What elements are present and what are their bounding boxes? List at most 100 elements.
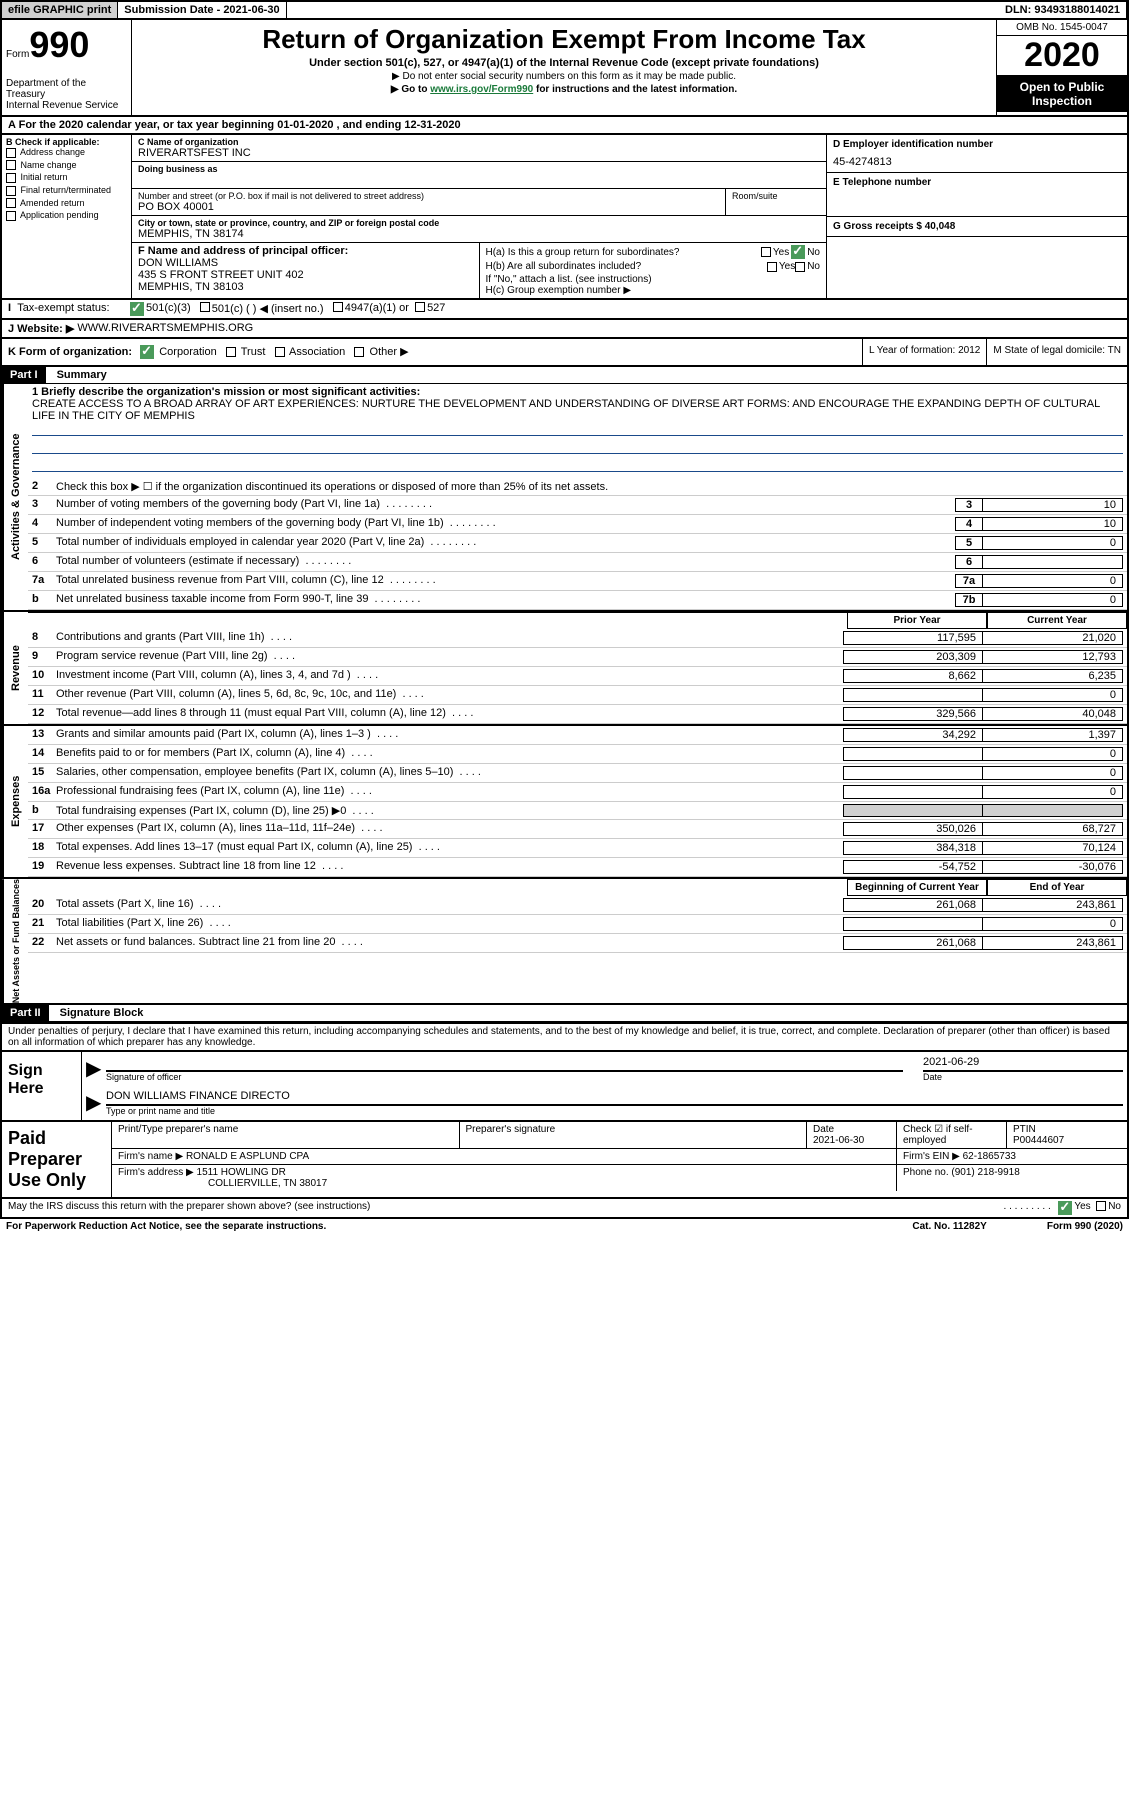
- city-value: MEMPHIS, TN 38174: [138, 228, 820, 240]
- prep-date-cell: Date2021-06-30: [807, 1122, 897, 1148]
- chk-trust[interactable]: [226, 347, 236, 357]
- f-addr2: MEMPHIS, TN 38103: [138, 281, 473, 293]
- ptin-cell: PTINP00444607: [1007, 1122, 1127, 1148]
- paperwork-notice: For Paperwork Reduction Act Notice, see …: [6, 1221, 326, 1232]
- sign-arrow-2: ▶: [86, 1090, 106, 1116]
- chk-address-change[interactable]: Address change: [6, 147, 127, 158]
- k-row: K Form of organization: Corporation Trus…: [0, 339, 1129, 367]
- j-label: J Website: ▶: [8, 322, 74, 335]
- revenue-label: Revenue: [2, 612, 28, 724]
- form-number: 990: [29, 24, 89, 66]
- sig-date-label: Date: [923, 1071, 1123, 1082]
- dba-label: Doing business as: [138, 164, 820, 174]
- chk-4947[interactable]: [333, 302, 343, 312]
- part1-header: Part I: [2, 367, 46, 383]
- activity-line: 4Number of independent voting members of…: [28, 515, 1127, 534]
- firm-name-cell: Firm's name ▶ RONALD E ASPLUND CPA: [112, 1149, 897, 1164]
- section-b-row: B Check if applicable: Address change Na…: [0, 135, 1129, 300]
- org-name: RIVERARTSFEST INC: [138, 147, 820, 159]
- dba-box: Doing business as: [132, 162, 826, 189]
- i-label: Tax-exempt status:: [17, 302, 109, 314]
- activity-line: 3Number of voting members of the governi…: [28, 496, 1127, 515]
- data-line: 9Program service revenue (Part VIII, lin…: [28, 648, 1127, 667]
- hb-note: If "No," attach a list. (see instruction…: [486, 274, 821, 285]
- f-label: F Name and address of principal officer:: [138, 245, 473, 257]
- chk-corp[interactable]: [140, 345, 154, 359]
- discuss-no[interactable]: [1096, 1201, 1106, 1211]
- chk-initial-return[interactable]: Initial return: [6, 172, 127, 183]
- part-2: Part II Signature Block: [0, 1005, 1129, 1024]
- activity-line: 6Total number of volunteers (estimate if…: [28, 553, 1127, 572]
- efile-label[interactable]: efile GRAPHIC print: [2, 2, 118, 18]
- ha-no[interactable]: [791, 245, 805, 259]
- chk-amended[interactable]: Amended return: [6, 198, 127, 209]
- col-cd: C Name of organization RIVERARTSFEST INC…: [132, 135, 827, 298]
- m-cell: M State of legal domicile: TN: [986, 339, 1127, 365]
- declaration: Under penalties of perjury, I declare th…: [0, 1024, 1129, 1052]
- c-name-label: C Name of organization: [138, 137, 820, 147]
- chk-501c3[interactable]: [130, 302, 144, 316]
- data-line: 19Revenue less expenses. Subtract line 1…: [28, 858, 1127, 877]
- sign-here-row: Sign Here ▶ Signature of officer 2021-06…: [0, 1052, 1129, 1122]
- line-2: Check this box ▶ ☐ if the organization d…: [56, 480, 1123, 493]
- data-line: 18Total expenses. Add lines 13–17 (must …: [28, 839, 1127, 858]
- mission-box: 1 Briefly describe the organization's mi…: [28, 384, 1127, 478]
- activities-label: Activities & Governance: [2, 384, 28, 610]
- data-line: 22Net assets or fund balances. Subtract …: [28, 934, 1127, 953]
- g-box: G Gross receipts $ 40,048: [827, 217, 1127, 237]
- hb-no[interactable]: [795, 262, 805, 272]
- l-cell: L Year of formation: 2012: [862, 339, 986, 365]
- data-line: 16aProfessional fundraising fees (Part I…: [28, 783, 1127, 802]
- chk-assoc[interactable]: [275, 347, 285, 357]
- ha-yes[interactable]: [761, 247, 771, 257]
- addr-label: Number and street (or P.O. box if mail i…: [138, 191, 719, 201]
- data-line: 14Benefits paid to or for members (Part …: [28, 745, 1127, 764]
- chk-501c[interactable]: [200, 302, 210, 312]
- calendar-year-row: A For the 2020 calendar year, or tax yea…: [0, 117, 1129, 135]
- k-left: K Form of organization: Corporation Trus…: [2, 339, 862, 365]
- chk-name-change[interactable]: Name change: [6, 160, 127, 171]
- sig-name-label: Type or print name and title: [106, 1105, 1123, 1116]
- chk-final-return[interactable]: Final return/terminated: [6, 185, 127, 196]
- chk-application[interactable]: Application pending: [6, 210, 127, 221]
- discuss-row: May the IRS discuss this return with the…: [0, 1199, 1129, 1219]
- form-id-cell: Form 990 Department of the Treasury Inte…: [2, 20, 132, 115]
- form-header: Form 990 Department of the Treasury Inte…: [0, 20, 1129, 117]
- irs-link[interactable]: www.irs.gov/Form990: [430, 84, 533, 95]
- end-year-header: End of Year: [987, 879, 1127, 896]
- paid-label: Paid Preparer Use Only: [2, 1122, 112, 1197]
- sig-officer-label: Signature of officer: [106, 1071, 903, 1082]
- data-line: 21Total liabilities (Part X, line 26) . …: [28, 915, 1127, 934]
- sign-here-label: Sign Here: [2, 1052, 82, 1120]
- activity-line: bNet unrelated business taxable income f…: [28, 591, 1127, 610]
- cal-year-text: For the 2020 calendar year, or tax year …: [19, 119, 461, 131]
- e-box: E Telephone number: [827, 173, 1127, 217]
- activity-line: 5Total number of individuals employed in…: [28, 534, 1127, 553]
- room-box: Room/suite: [726, 189, 826, 215]
- discuss-text: May the IRS discuss this return with the…: [8, 1201, 1001, 1215]
- org-name-box: C Name of organization RIVERARTSFEST INC: [132, 135, 826, 162]
- chk-other[interactable]: [354, 347, 364, 357]
- data-line: 12Total revenue—add lines 8 through 11 (…: [28, 705, 1127, 724]
- expenses-label: Expenses: [2, 726, 28, 877]
- begin-year-header: Beginning of Current Year: [847, 879, 987, 896]
- note-1: ▶ Do not enter social security numbers o…: [136, 71, 992, 82]
- omb-number: OMB No. 1545-0047: [997, 20, 1127, 36]
- hb-yes[interactable]: [767, 262, 777, 272]
- chk-527[interactable]: [415, 302, 425, 312]
- title-cell: Return of Organization Exempt From Incom…: [132, 20, 997, 115]
- top-bar: efile GRAPHIC print Submission Date - 20…: [0, 0, 1129, 20]
- footer-bottom: For Paperwork Reduction Act Notice, see …: [0, 1219, 1129, 1234]
- main-title: Return of Organization Exempt From Incom…: [136, 24, 992, 55]
- sig-date: 2021-06-29: [923, 1056, 1123, 1071]
- form-footer: Form 990 (2020): [1047, 1221, 1123, 1232]
- data-line: 13Grants and similar amounts paid (Part …: [28, 726, 1127, 745]
- firm-phone-cell: Phone no. (901) 218-9918: [897, 1165, 1127, 1191]
- sig-name: DON WILLIAMS FINANCE DIRECTO: [106, 1090, 1123, 1105]
- part1-title: Summary: [49, 367, 115, 383]
- note-2: ▶ Go to www.irs.gov/Form990 for instruct…: [136, 84, 992, 95]
- discuss-yes[interactable]: [1058, 1201, 1072, 1215]
- dln: DLN: 93493188014021: [999, 2, 1127, 18]
- hc-label: H(c) Group exemption number ▶: [486, 285, 821, 296]
- ein-value: 45-4274813: [833, 156, 1121, 168]
